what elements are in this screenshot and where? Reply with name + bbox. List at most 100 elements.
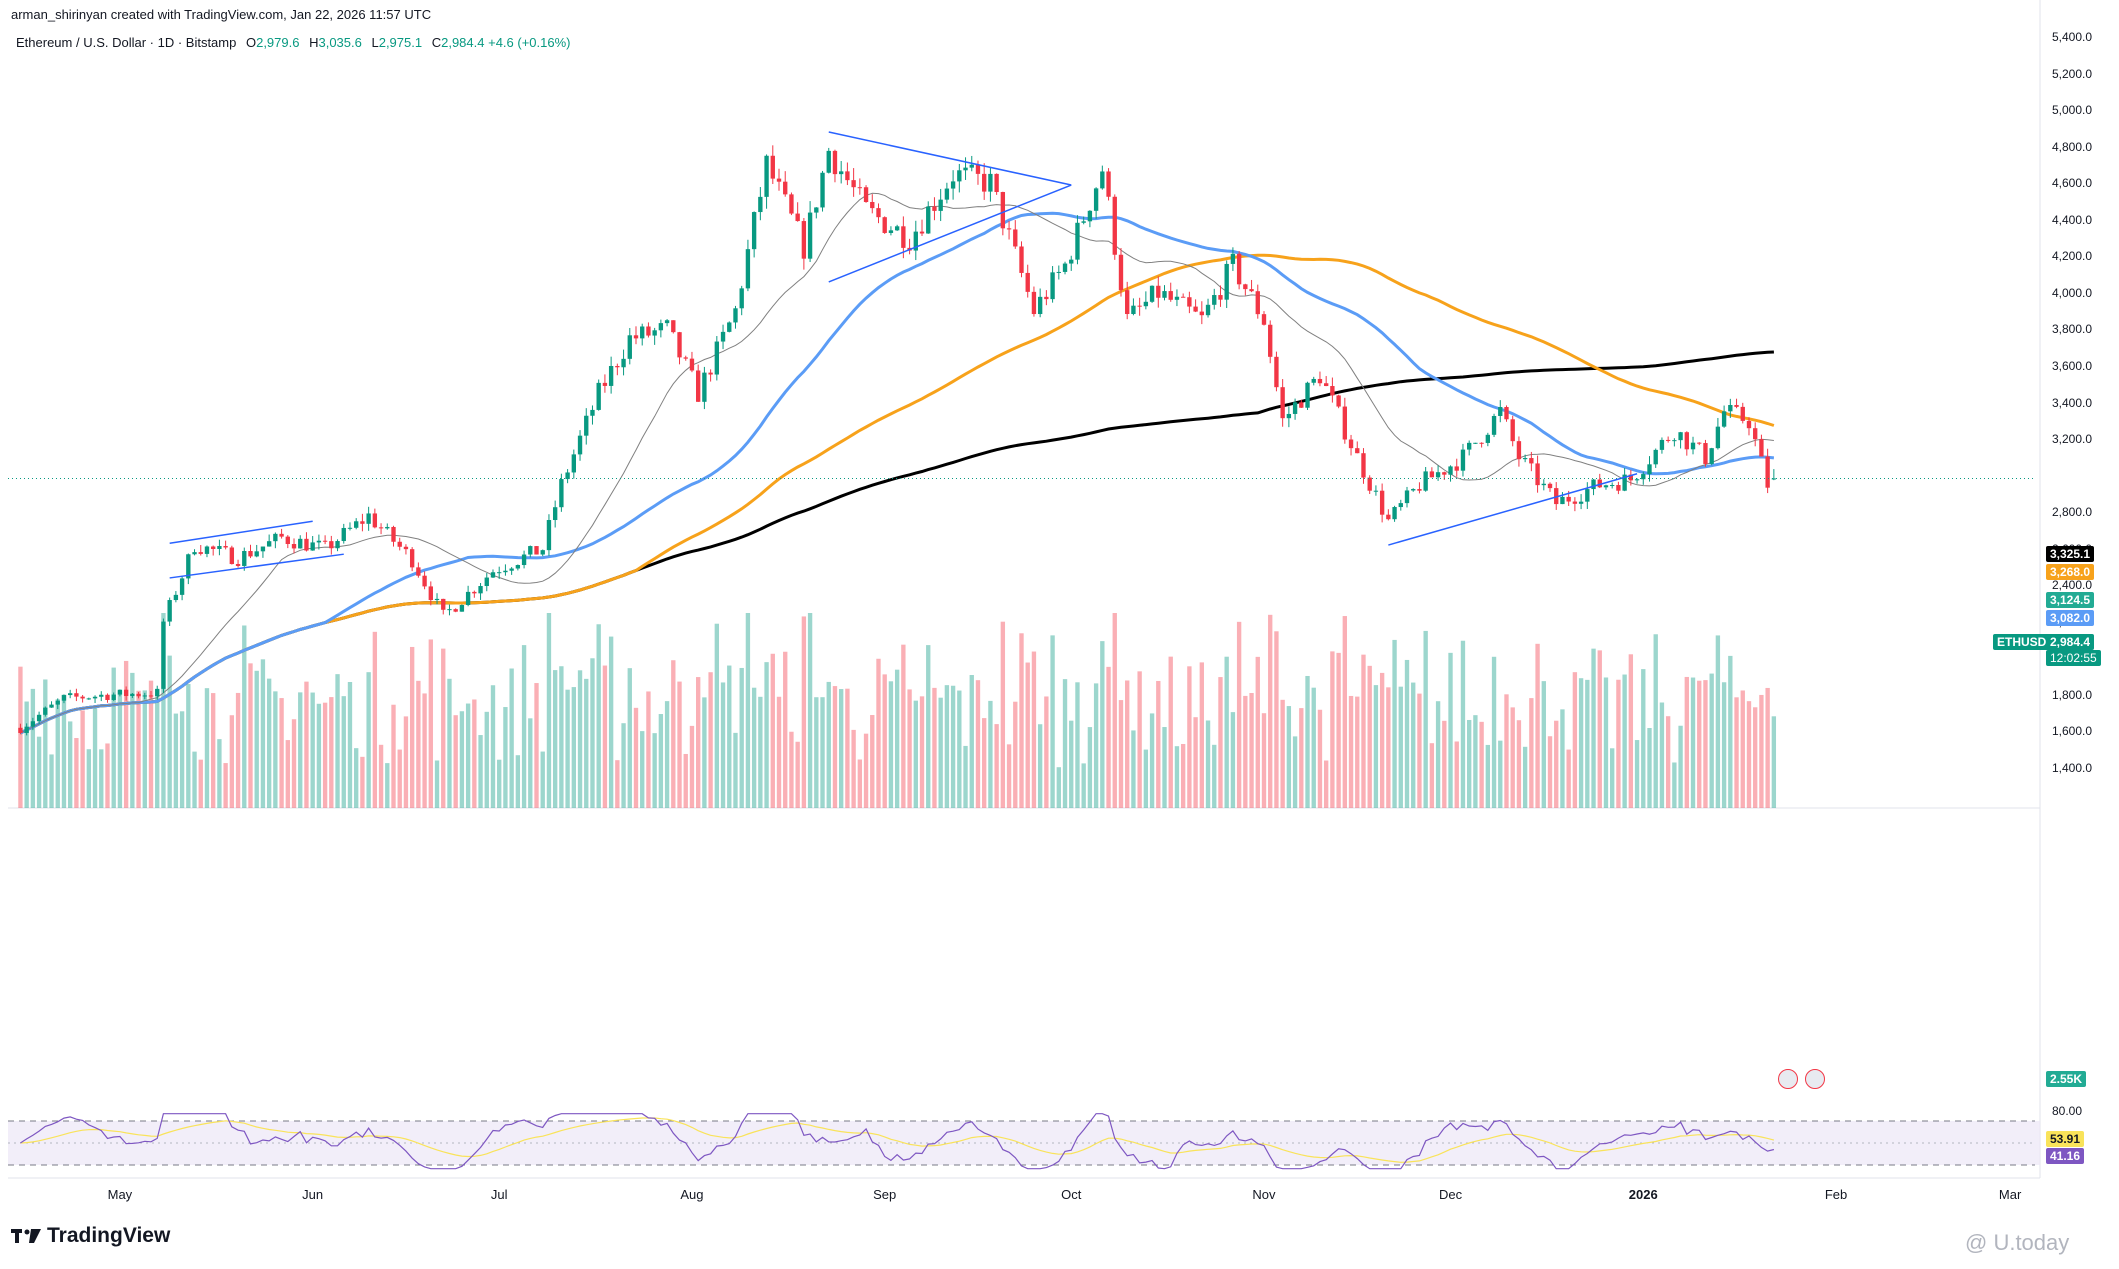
candle-body <box>627 335 632 359</box>
candle-body <box>248 551 253 557</box>
volume-bar <box>279 698 284 808</box>
volume-bar <box>590 658 595 808</box>
candle-body <box>1672 440 1677 442</box>
candle-body <box>1522 458 1528 460</box>
candle-body <box>888 230 894 233</box>
volume-bar <box>926 645 931 808</box>
price-tick-label: 4,200.0 <box>2052 249 2093 264</box>
tradingview-logo[interactable]: TradingView <box>11 1224 170 1248</box>
candle-body <box>403 546 409 550</box>
volume-bar <box>671 660 676 808</box>
trendline-drawings[interactable] <box>169 131 1638 579</box>
candle-body <box>938 199 943 211</box>
symbol-title[interactable]: Ethereum / U.S. Dollar · 1D · Bitstamp <box>16 35 237 50</box>
candle-body <box>515 565 521 569</box>
volume-bar <box>61 694 67 808</box>
candle-body <box>1162 291 1167 298</box>
ma50-price-badge: 3,082.0 <box>2046 610 2095 626</box>
volume-bar <box>1442 720 1447 808</box>
volume-bar <box>472 699 477 808</box>
candle-body <box>1560 496 1565 505</box>
volume-bar <box>919 696 925 808</box>
volume-bar <box>552 670 558 808</box>
volume-bar <box>1709 673 1714 808</box>
candle-body <box>1697 442 1702 444</box>
volume-bar <box>1292 736 1298 808</box>
volume-bar <box>453 715 458 808</box>
candle-body <box>397 541 402 547</box>
volume-bar <box>1485 744 1491 808</box>
candle-body <box>1678 432 1683 441</box>
volume-bar <box>814 697 819 808</box>
volume-bar <box>347 681 353 808</box>
flag-upper-trendline <box>169 520 313 544</box>
volume-bar <box>1050 635 1055 808</box>
close-value: 2,984.4 <box>441 35 485 50</box>
candle-body <box>1187 297 1192 307</box>
volume-bar <box>1255 656 1260 808</box>
candle-body <box>714 341 720 375</box>
price-tick-label: 3,200.0 <box>2052 432 2093 447</box>
candle-body <box>602 382 608 386</box>
volume-bar <box>876 658 881 808</box>
volume-bar <box>733 732 738 808</box>
volume-bar <box>1765 687 1770 808</box>
volume-bar <box>1597 650 1602 808</box>
candle-body <box>1665 439 1671 441</box>
volume-bar <box>1591 648 1596 808</box>
volume-bar <box>155 697 160 808</box>
candle-body <box>901 226 906 248</box>
volume-bar <box>907 689 912 808</box>
volume-bar <box>1448 652 1453 808</box>
volume-bar <box>503 707 508 808</box>
volume-bar <box>739 667 744 808</box>
volume-bar <box>105 743 110 808</box>
candle-body <box>621 358 626 368</box>
ma100-price-badge: 3,268.0 <box>2046 564 2095 580</box>
volume-bar <box>807 613 813 808</box>
candle-body <box>1740 406 1745 421</box>
candle-body <box>99 694 104 697</box>
candle-body <box>55 700 60 705</box>
candle-body <box>1454 466 1459 471</box>
volume-bar <box>851 729 856 808</box>
volume-bar <box>596 624 601 808</box>
candle-body <box>540 550 545 555</box>
symbol-legend: Ethereum / U.S. Dollar · 1D · Bitstamp O… <box>16 35 571 50</box>
candle-body <box>783 181 788 195</box>
candle-body <box>957 170 962 182</box>
candle-body <box>1603 485 1609 488</box>
volume-bar <box>1454 741 1459 808</box>
economic-event-flag-us[interactable] <box>1805 1069 1825 1089</box>
volume-bar <box>316 703 322 808</box>
volume-bar <box>1697 680 1702 808</box>
candle-body <box>1529 458 1534 464</box>
candle-body <box>857 187 863 189</box>
candle-body <box>528 546 533 555</box>
volume-bar <box>161 613 166 808</box>
candle-body <box>608 365 614 386</box>
volume-bar <box>646 691 651 808</box>
candle-body <box>882 217 887 233</box>
volume-bar <box>770 653 775 808</box>
candle-body <box>1274 356 1279 388</box>
candle-body <box>1734 405 1739 407</box>
price-tick-label: 4,000.0 <box>2052 285 2093 300</box>
candle-body <box>503 570 508 573</box>
candle-body <box>1690 442 1696 450</box>
volume-bar <box>1529 698 1534 808</box>
volume-bar <box>888 681 894 808</box>
candle-body <box>1653 449 1658 465</box>
volume-bar <box>1131 730 1136 808</box>
candle-body <box>764 155 769 197</box>
candle-body <box>235 564 241 566</box>
candle-body <box>18 727 23 733</box>
economic-event-flag-us[interactable] <box>1778 1069 1798 1089</box>
volume-bar <box>664 701 670 808</box>
candle-body <box>447 609 452 611</box>
candle-body <box>1641 474 1646 480</box>
candle-body <box>950 181 956 189</box>
candle-body <box>776 178 782 182</box>
volume-bar <box>1193 717 1198 808</box>
